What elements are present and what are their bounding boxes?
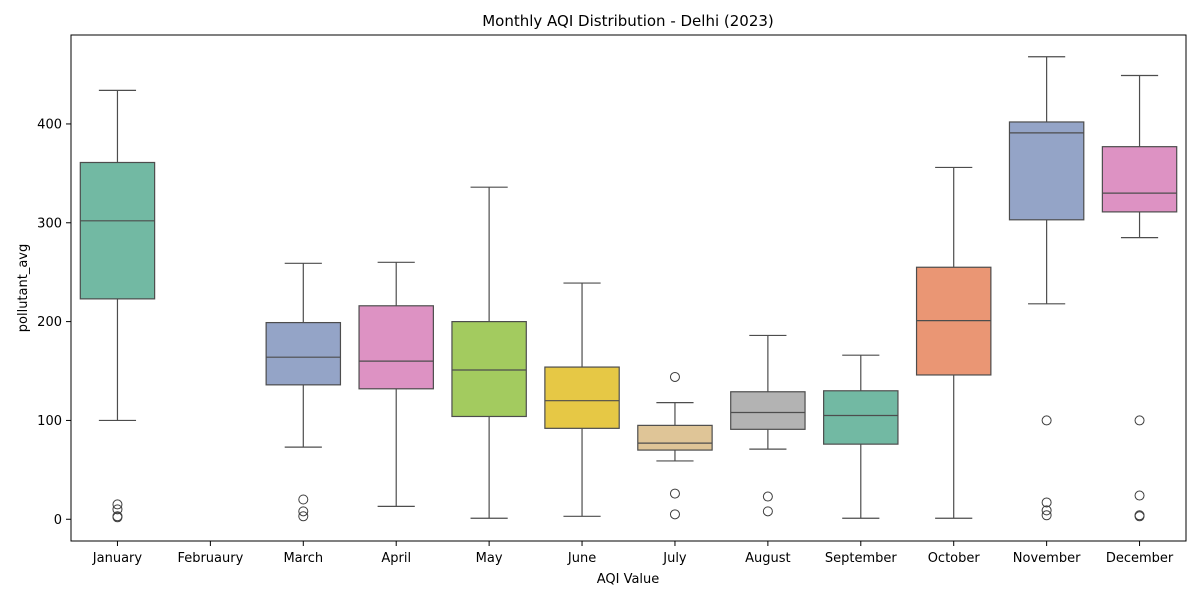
outlier-point bbox=[1041, 510, 1052, 521]
x-tick-label: September bbox=[825, 551, 898, 566]
box-december bbox=[1101, 74, 1178, 522]
box-april bbox=[358, 261, 434, 508]
x-tick-label: December bbox=[1106, 551, 1174, 566]
x-tick-label: August bbox=[745, 551, 791, 566]
box-november bbox=[1008, 56, 1085, 521]
outlier-point bbox=[112, 499, 123, 510]
x-tick-label: June bbox=[567, 551, 596, 566]
box-august bbox=[730, 334, 806, 517]
x-tick-label: March bbox=[283, 551, 323, 566]
y-tick-label: 400 bbox=[37, 117, 62, 132]
outlier-point bbox=[762, 491, 773, 502]
outlier-point bbox=[669, 488, 680, 499]
outlier-point bbox=[112, 512, 123, 523]
y-tick-label: 200 bbox=[37, 315, 62, 330]
chart-title: Monthly AQI Distribution - Delhi (2023) bbox=[482, 12, 774, 30]
outlier-point bbox=[1134, 415, 1145, 426]
x-tick-label: October bbox=[928, 551, 981, 566]
iqr-box bbox=[358, 305, 434, 390]
iqr-box bbox=[823, 390, 899, 445]
iqr-box bbox=[265, 321, 342, 386]
outlier-point bbox=[669, 509, 680, 520]
box-june bbox=[544, 282, 620, 517]
y-tick-label: 300 bbox=[37, 216, 62, 231]
x-tick-label: May bbox=[476, 551, 503, 566]
box-march bbox=[265, 262, 342, 522]
iqr-box bbox=[451, 321, 527, 418]
box-july bbox=[637, 371, 713, 520]
iqr-box bbox=[79, 161, 156, 300]
outlier-point bbox=[1041, 415, 1052, 426]
x-tick-label: January bbox=[92, 551, 143, 566]
iqr-box bbox=[730, 391, 806, 430]
y-axis-title: pollutant_avg bbox=[16, 244, 31, 332]
outlier-point bbox=[112, 504, 123, 515]
x-tick-label: April bbox=[381, 551, 411, 566]
plot-content bbox=[79, 56, 1178, 523]
iqr-box bbox=[1008, 121, 1085, 221]
plot-frame bbox=[70, 34, 1187, 542]
x-tick-label: July bbox=[662, 551, 687, 566]
x-tick-label: November bbox=[1013, 551, 1081, 566]
outlier-point bbox=[298, 506, 309, 517]
outlier-point bbox=[1041, 505, 1052, 516]
outlier-point bbox=[1134, 490, 1145, 501]
y-tick-label: 100 bbox=[37, 414, 62, 429]
outlier-point bbox=[669, 371, 680, 382]
y-tick-label: 0 bbox=[54, 513, 62, 528]
outlier-point bbox=[298, 494, 309, 505]
iqr-box bbox=[544, 366, 620, 429]
x-axis-title: AQI Value bbox=[597, 572, 660, 587]
iqr-box bbox=[1101, 146, 1178, 213]
box-october bbox=[915, 166, 992, 519]
x-tick-label: Februaury bbox=[177, 551, 243, 566]
box-september bbox=[823, 354, 899, 519]
box-january bbox=[79, 89, 156, 523]
iqr-box bbox=[637, 424, 713, 451]
x-axis: January Februaury March April May June July Aug… bbox=[92, 541, 1174, 566]
outlier-point bbox=[298, 511, 309, 522]
y-axis: 0 100 200 300 400 bbox=[37, 117, 71, 528]
outlier-point bbox=[762, 506, 773, 517]
outlier-point bbox=[1134, 511, 1145, 522]
box-may bbox=[451, 186, 527, 519]
outlier-point bbox=[1041, 497, 1052, 508]
